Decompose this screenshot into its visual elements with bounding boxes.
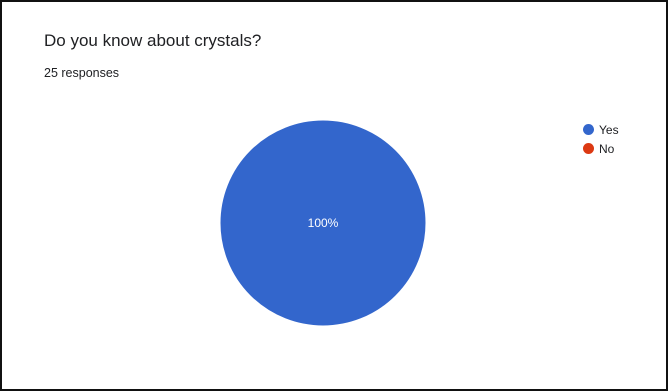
response-count: 25 responses bbox=[44, 66, 120, 80]
legend-item-yes: Yes bbox=[583, 120, 619, 139]
legend-item-no: No bbox=[583, 139, 619, 158]
pie-data-label: 100% bbox=[308, 216, 339, 230]
legend-label: No bbox=[599, 141, 615, 156]
question-title: Do you know about crystals? bbox=[44, 31, 262, 50]
legend-label: Yes bbox=[599, 122, 619, 137]
legend-swatch-icon bbox=[583, 124, 594, 135]
pie-slice-yes bbox=[219, 119, 427, 327]
legend-swatch-icon bbox=[583, 143, 594, 154]
chart-legend: Yes No bbox=[583, 120, 619, 158]
